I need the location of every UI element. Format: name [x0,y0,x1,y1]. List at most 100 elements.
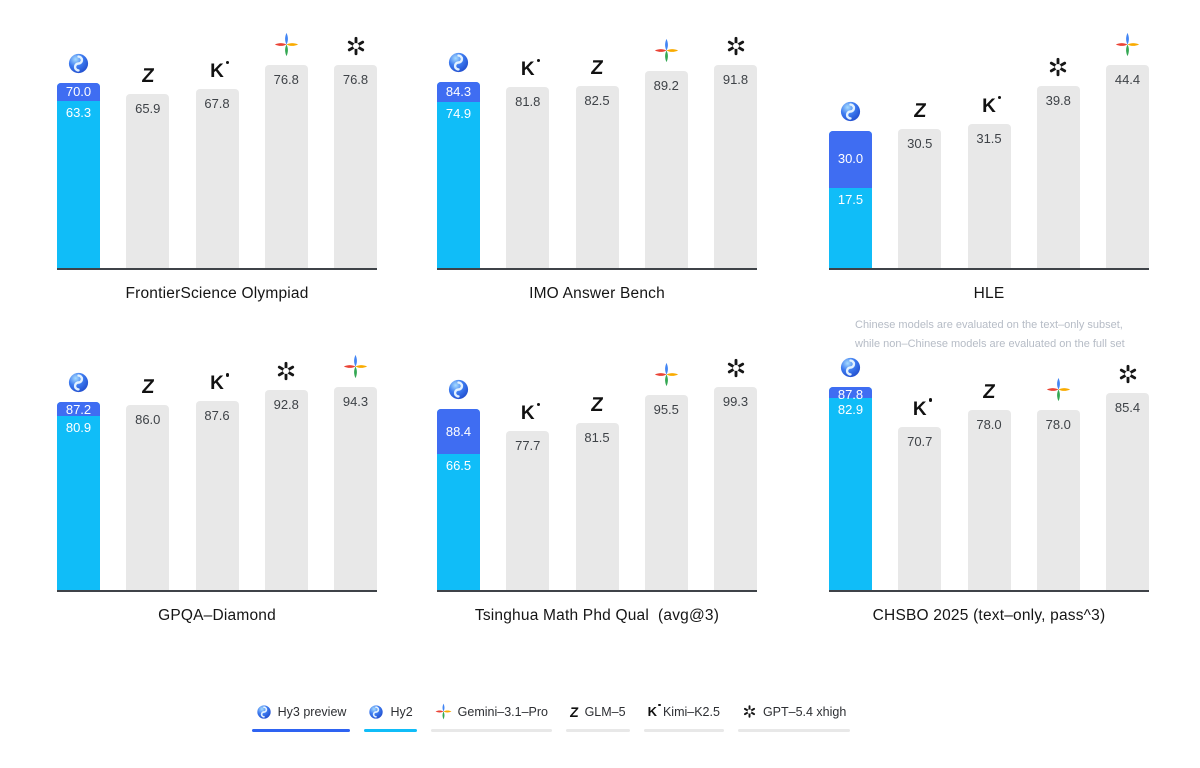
legend-label: Gemini–3.1–Pro [457,704,548,719]
hunyuan-icon [447,378,470,401]
bar-group: 95.5 [644,362,688,590]
bar: 91.8 [714,65,757,268]
hunyuan-icon [447,51,470,74]
bar-group: K 87.6 [195,373,239,590]
hy3-segment [57,83,100,101]
bar-group: 84.3 74.9 [437,51,480,268]
bar-group: Z 86.0 [126,375,170,590]
bar: 94.3 [334,387,377,590]
bar-group: 39.8 [1036,56,1080,268]
glm-icon: Z [912,99,928,122]
glm-icon: Z [140,375,156,398]
bar-value-label: 94.3 [342,394,369,409]
stacked-bar: 88.4 66.5 [437,409,480,590]
legend-item-5: K Kimi–K2.5 [643,703,724,732]
bar-group: Z 81.5 [575,394,619,590]
gemini-icon [654,38,679,63]
chart-plot: 87.2 80.9 Z 86.0 K 87.6 92.8 94.3 [57,354,377,592]
bar: 44.4 [1106,65,1149,268]
kimi-icon: K [521,403,540,423]
bar-value-label: 31.5 [976,131,1002,146]
kimi-icon: K [521,58,540,79]
glm-icon: Z [589,56,605,79]
bar-value-label: 99.3 [722,394,749,409]
bar-value-label: 70.7 [907,433,933,449]
gemini-icon [343,354,368,379]
bar-group: 88.4 66.5 [437,378,480,590]
bar: 67.8 [195,88,239,268]
bar-group: K 31.5 [967,95,1011,268]
glm-icon: Z [569,703,580,720]
legend-label: Kimi–K2.5 [662,704,720,719]
bar-value-label: 63.3 [65,104,92,120]
bar-value-label: 67.8 [204,95,230,111]
bar: 95.5 [644,394,688,590]
openai-icon [725,357,747,379]
legend-underline [643,729,724,732]
bar: 76.8 [334,65,377,268]
legend-underline [251,729,351,732]
chart-footnote-line: while non–Chinese models are evaluated o… [855,338,1125,351]
legend-item-6: GPT–5.4 xhigh [737,703,851,732]
chart-title: CHSBO 2025 (text–only, pass^3) [872,607,1106,624]
bar-value-label: 66.5 [445,458,472,474]
bar-group: 87.2 80.9 [57,371,100,590]
chart-title: FrontierScience Olympiad [125,285,309,302]
chart-footnote-line: Chinese models are evaluated on the text… [855,319,1123,331]
bar: 99.3 [714,387,757,590]
bar-value-label: 30.0 [837,151,864,167]
bar-group: 92.8 [264,360,308,590]
chart-section-4: 87.2 80.9 Z 86.0 K 87.6 92.8 94.3 GPQA–Diamond [57,354,377,625]
bar: 85.4 [1106,392,1149,590]
hunyuan-icon [368,704,384,720]
bar-value-label: 84.3 [445,84,472,99]
bar: 31.5 [967,124,1011,268]
chart-title: GPQA–Diamond [158,607,276,624]
bar: 81.8 [506,87,550,268]
bar-value-label: 87.8 [837,387,864,402]
legend: Hy3 preview Hy2 Gemini–3.1–Pro Z GLM–5 K Kim… [0,703,1102,732]
gemini-icon [1115,32,1140,57]
hunyuan-icon [67,371,90,394]
bar-group: 76.8 [334,35,377,268]
bar-value-label: 30.5 [907,135,933,151]
glm-icon: Z [981,380,997,403]
bar-group: K 70.7 [898,398,942,590]
gemini-icon [654,362,679,387]
legend-underline [364,729,417,732]
bar: 70.7 [898,426,942,590]
bar-value-label: 81.8 [515,94,541,110]
bar-value-label: 82.5 [584,92,610,108]
bar-group: 99.3 [714,357,757,590]
bar-group: 78.0 [1036,377,1080,590]
bar-value-label: 74.9 [445,106,472,122]
bar: 65.9 [126,93,170,268]
hunyuan-icon [839,100,862,123]
bar-value-label: 80.9 [65,419,92,435]
bar-group: 91.8 [714,35,757,268]
chart-plot: 87.8 82.9 K 70.7 Z 78.0 78.0 85.4 [829,357,1149,592]
legend-item-2: Hy2 [364,703,417,732]
bar-value-label: 77.7 [515,438,541,454]
bar: 78.0 [1036,409,1080,590]
bar-group: K 67.8 [195,60,239,268]
openai-icon [1047,56,1069,78]
bar-value-label: 88.4 [445,423,472,439]
chart-plot: 70.0 63.3 Z 65.9 K 67.8 76.8 76.8 [57,32,377,270]
bar-group: 94.3 [334,354,377,590]
bar-group: Z 65.9 [126,65,170,268]
bar-group: 30.0 17.5 [829,100,872,268]
openai-icon [725,35,747,57]
bar-group: 76.8 [264,32,308,268]
bar-value-label: 92.8 [273,397,299,413]
chart-plot: 30.0 17.5 Z 30.5 K 31.5 39.8 44.4 [829,32,1149,270]
bar-value-label: 82.9 [837,402,864,418]
legend-underline [737,729,851,732]
legend-underline [566,729,630,732]
kimi-icon: K [210,60,230,81]
bar-group: 44.4 [1106,32,1149,268]
bar-group: 70.0 63.3 [57,52,100,268]
chart-plot: 88.4 66.5 K 77.7 Z 81.5 95.5 99.3 [437,357,757,592]
stacked-bar: 87.2 80.9 [57,402,100,590]
bar-group: 89.2 [644,38,688,268]
